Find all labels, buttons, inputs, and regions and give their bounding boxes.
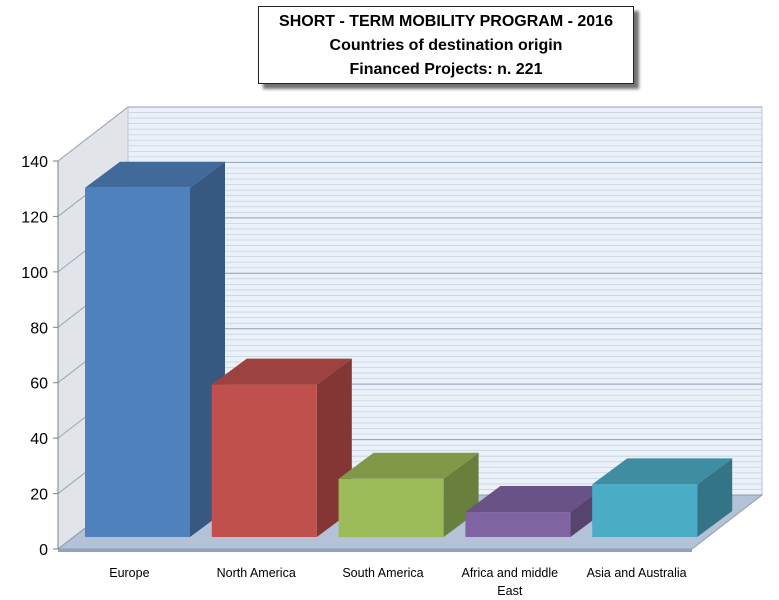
- bar-top: [85, 161, 225, 188]
- side-gridline: [57, 106, 129, 162]
- bar-side: [697, 458, 733, 537]
- bar-top: [592, 458, 733, 485]
- bar: [338, 478, 444, 537]
- y-tick-label: 40: [30, 431, 48, 448]
- y-tick-label: 100: [21, 265, 48, 282]
- bar-top: [211, 358, 352, 385]
- y-tick-label: 60: [30, 376, 48, 393]
- bar: [211, 384, 317, 537]
- bar-top: [338, 452, 479, 479]
- bar: [592, 484, 698, 537]
- chart-title-line-3: Financed Projects: n. 221: [349, 61, 543, 78]
- x-tick-label: North America: [217, 566, 296, 580]
- chart-title-line-2: Countries of destination origin: [329, 37, 563, 54]
- chart-title-box: SHORT - TERM MOBILITY PROGRAM - 2016 Cou…: [258, 6, 634, 84]
- chart-title-line-1: SHORT - TERM MOBILITY PROGRAM - 2016: [279, 13, 613, 30]
- x-tick-label: Africa and middle: [462, 566, 559, 580]
- x-tick-label: Asia and Australia: [587, 566, 687, 580]
- y-tick-label: 140: [21, 154, 48, 171]
- bar: [85, 187, 190, 538]
- bar-top: [465, 486, 606, 513]
- x-tick-label: East: [497, 584, 523, 598]
- bar: [465, 512, 571, 537]
- y-tick-label: 20: [30, 487, 48, 504]
- y-tick-label: 0: [39, 542, 48, 559]
- y-tick-label: 120: [21, 209, 48, 226]
- y-tick-label: 80: [30, 320, 48, 337]
- x-tick-label: South America: [342, 566, 423, 580]
- floor-edge: [58, 549, 692, 552]
- x-tick-label: Europe: [109, 566, 149, 580]
